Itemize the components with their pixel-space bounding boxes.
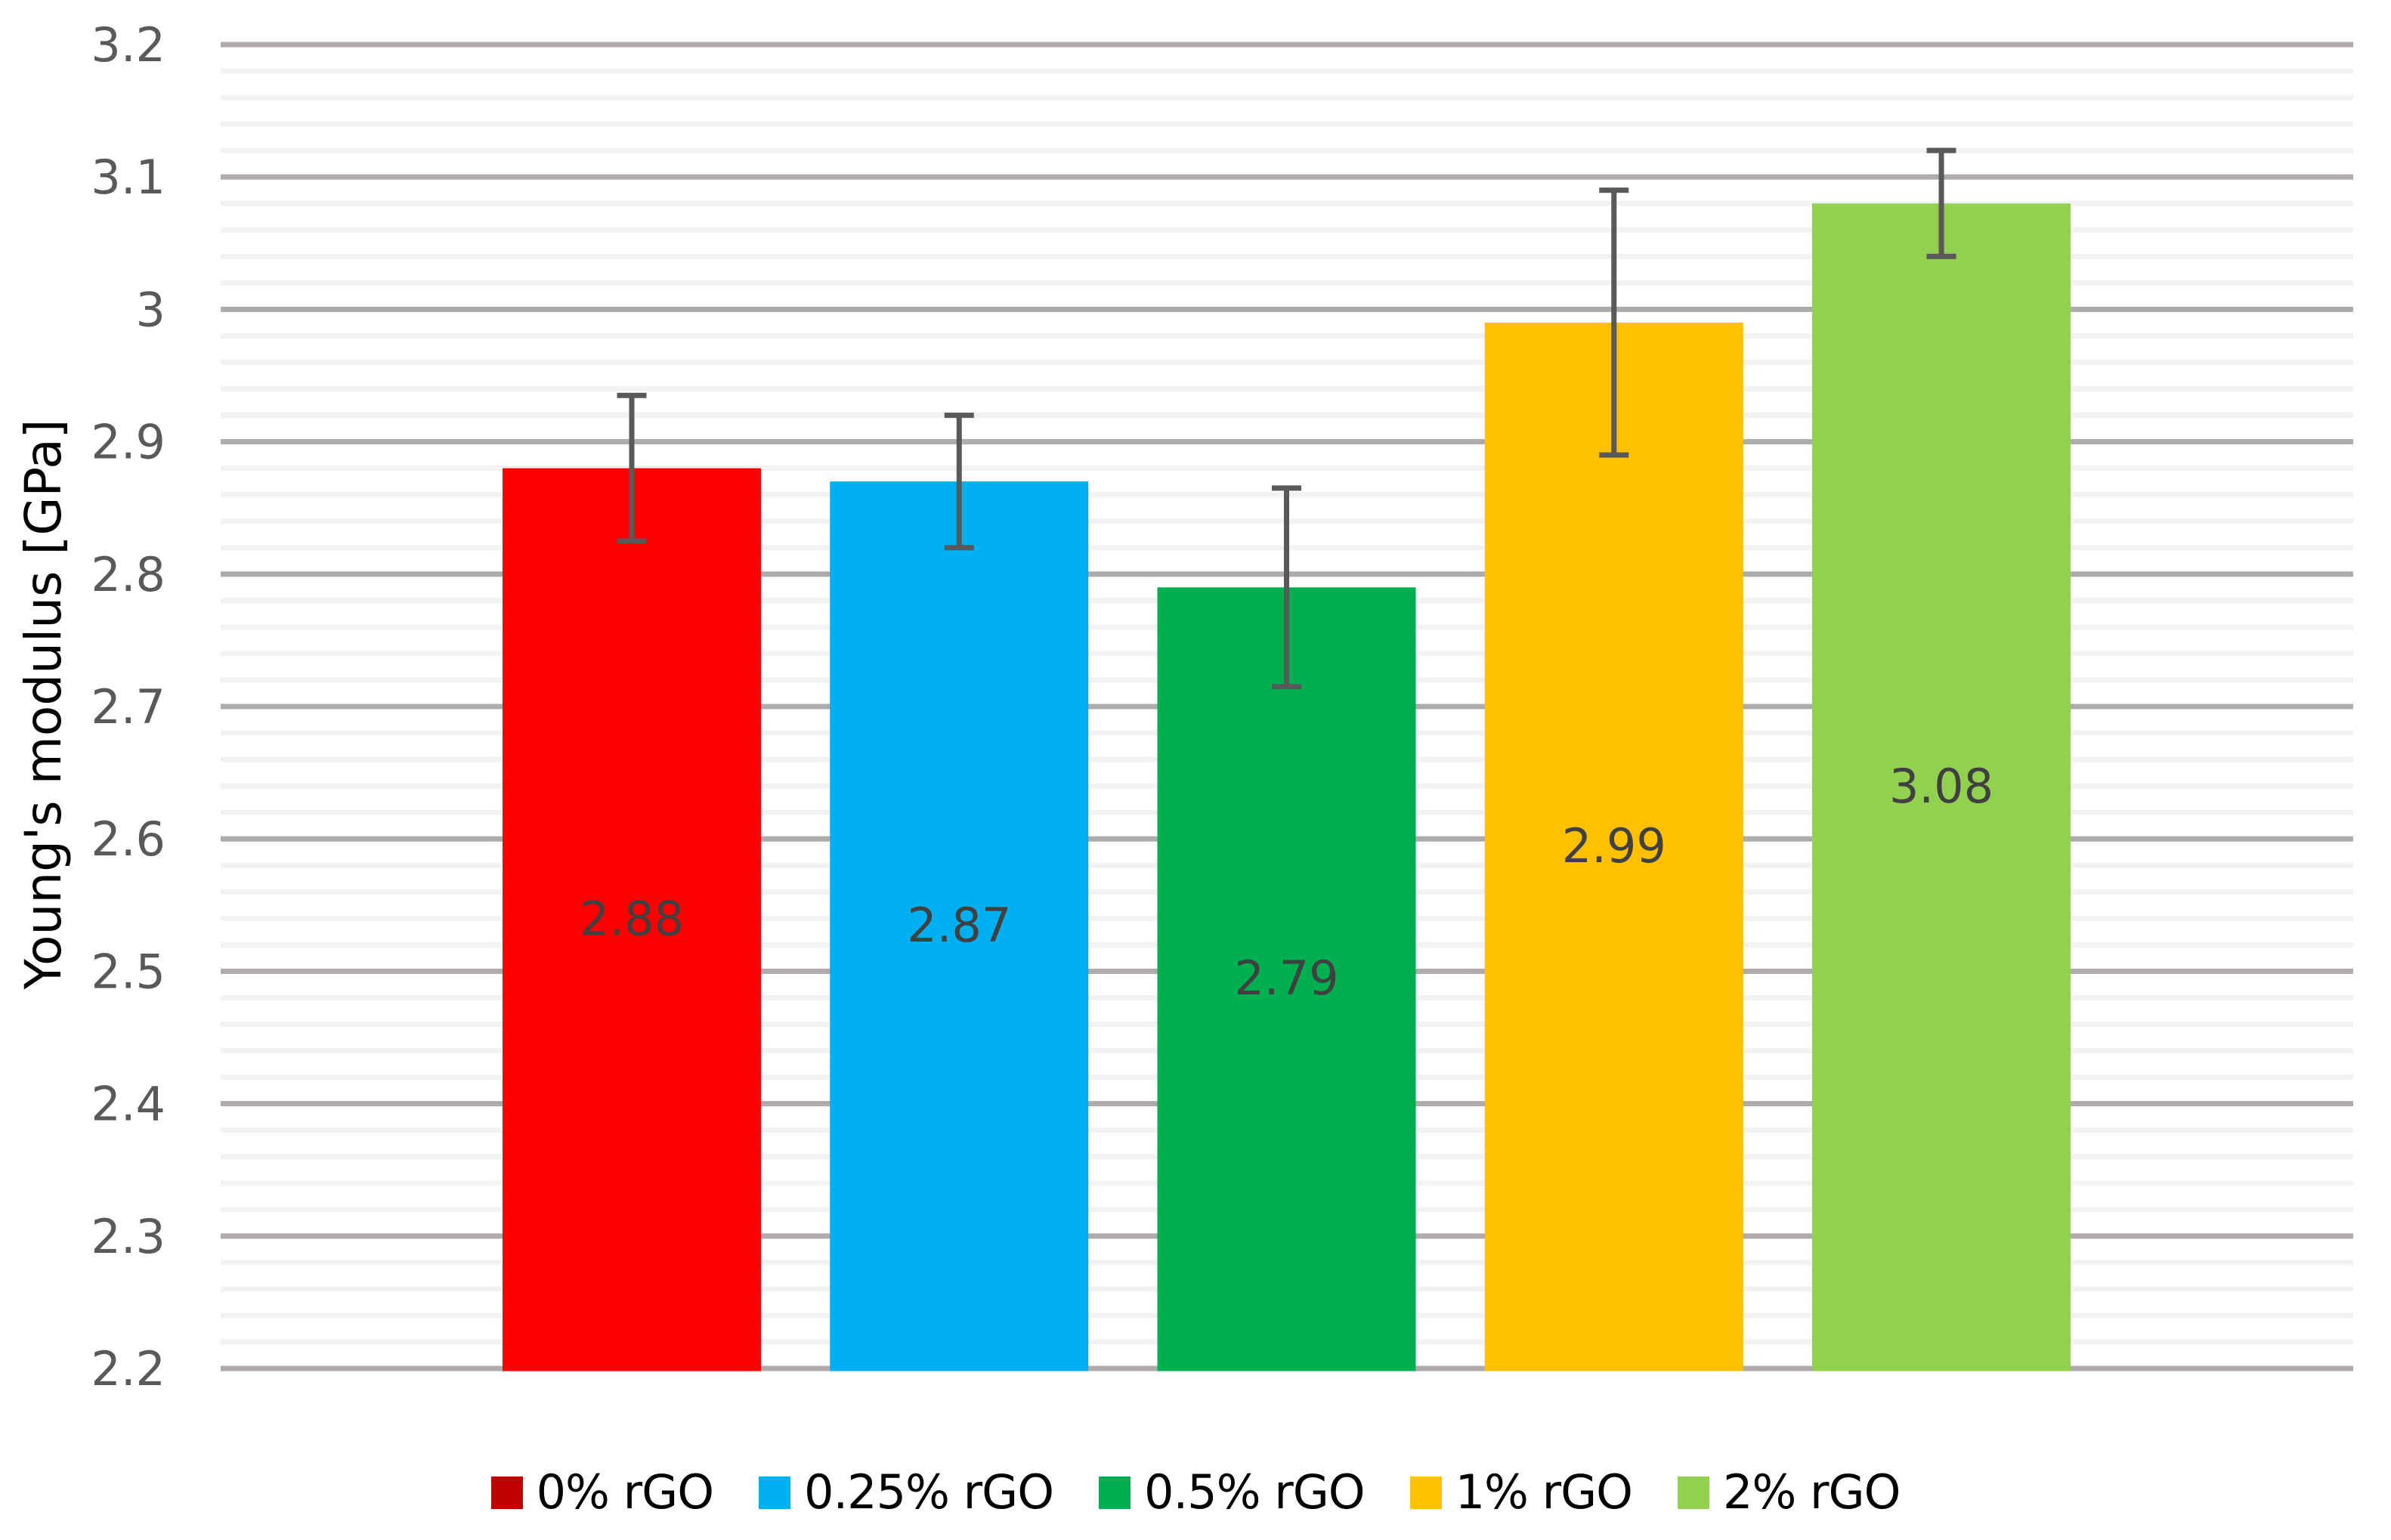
y-axis-title: Young's modulus [GPa] bbox=[14, 419, 73, 991]
bar-series bbox=[503, 203, 2071, 1371]
y-tick-label: 2.4 bbox=[91, 1077, 165, 1132]
error-bar bbox=[1272, 485, 1301, 690]
legend-label: 2% rGO bbox=[1722, 1464, 1901, 1520]
legend-swatch bbox=[490, 1476, 523, 1509]
data-label: 3.08 bbox=[1889, 759, 1994, 814]
bar-2-rgo[interactable] bbox=[1812, 203, 2071, 1371]
legend-label: 0.25% rGO bbox=[804, 1464, 1054, 1520]
data-label: 2.87 bbox=[907, 898, 1011, 953]
legend-swatch bbox=[1677, 1476, 1709, 1509]
minor-gridline bbox=[221, 94, 2353, 101]
minor-gridline bbox=[221, 227, 2353, 233]
minor-gridline bbox=[221, 465, 2353, 472]
y-tick-label: 2.9 bbox=[91, 415, 165, 470]
data-label: 2.99 bbox=[1562, 818, 1666, 874]
legend-label: 0.5% rGO bbox=[1144, 1464, 1366, 1520]
y-axis-tick-labels: 2.2 2.3 2.4 2.5 2.6 2.7 2.8 2.9 3 3.1 3.2 bbox=[91, 17, 165, 1396]
bar-0-25-rgo[interactable] bbox=[830, 481, 1089, 1371]
minor-gridline bbox=[221, 413, 2353, 419]
y-tick-label: 2.7 bbox=[91, 679, 165, 734]
major-gridline bbox=[221, 439, 2353, 445]
minor-gridline bbox=[221, 359, 2353, 365]
minor-gridline bbox=[221, 386, 2353, 392]
bar-1-rgo[interactable] bbox=[1484, 322, 1743, 1371]
legend-item[interactable]: 0.25% rGO bbox=[759, 1464, 1054, 1520]
y-tick-label: 2.6 bbox=[91, 812, 165, 867]
chart-legend: 0% rGO 0.25% rGO 0.5% rGO 1% rGO 2% rGO bbox=[0, 1458, 2391, 1526]
major-gridline bbox=[221, 306, 2353, 312]
major-gridline bbox=[221, 174, 2353, 180]
error-bar bbox=[617, 392, 647, 544]
y-tick-label: 2.5 bbox=[91, 944, 165, 999]
data-label: 2.79 bbox=[1234, 951, 1338, 1006]
error-bar bbox=[1599, 187, 1629, 458]
minor-gridline bbox=[221, 68, 2353, 74]
y-tick-label: 3 bbox=[136, 282, 165, 337]
y-tick-label: 2.8 bbox=[91, 547, 165, 602]
major-gridline bbox=[221, 42, 2353, 48]
legend-item[interactable]: 0.5% rGO bbox=[1099, 1464, 1366, 1520]
y-tick-label: 3.2 bbox=[91, 17, 165, 73]
minor-gridline bbox=[221, 121, 2353, 127]
error-bars bbox=[617, 147, 1956, 690]
minor-gridline bbox=[221, 253, 2353, 259]
bar-0-rgo[interactable] bbox=[503, 468, 761, 1371]
bar-0-5-rgo[interactable] bbox=[1157, 587, 1416, 1371]
y-tick-label: 3.1 bbox=[91, 150, 165, 205]
legend-item[interactable]: 0% rGO bbox=[490, 1464, 714, 1520]
legend-label: 1% rGO bbox=[1455, 1464, 1633, 1520]
minor-gridline bbox=[221, 147, 2353, 153]
error-bar bbox=[944, 413, 974, 551]
legend-swatch bbox=[1099, 1476, 1131, 1509]
y-tick-label: 2.2 bbox=[91, 1341, 165, 1396]
minor-gridline bbox=[221, 280, 2353, 286]
legend-swatch bbox=[759, 1476, 790, 1509]
data-labels: 2.88 2.87 2.79 2.99 3.08 bbox=[580, 759, 1994, 1006]
minor-gridline bbox=[221, 200, 2353, 206]
y-tick-label: 2.3 bbox=[91, 1209, 165, 1264]
minor-gridline bbox=[221, 332, 2353, 339]
legend-item[interactable]: 2% rGO bbox=[1677, 1464, 1901, 1520]
legend-swatch bbox=[1409, 1476, 1442, 1509]
legend-item[interactable]: 1% rGO bbox=[1409, 1464, 1633, 1520]
legend-label: 0% rGO bbox=[536, 1464, 714, 1520]
data-label: 2.88 bbox=[580, 891, 684, 946]
error-bar bbox=[1926, 147, 1956, 259]
